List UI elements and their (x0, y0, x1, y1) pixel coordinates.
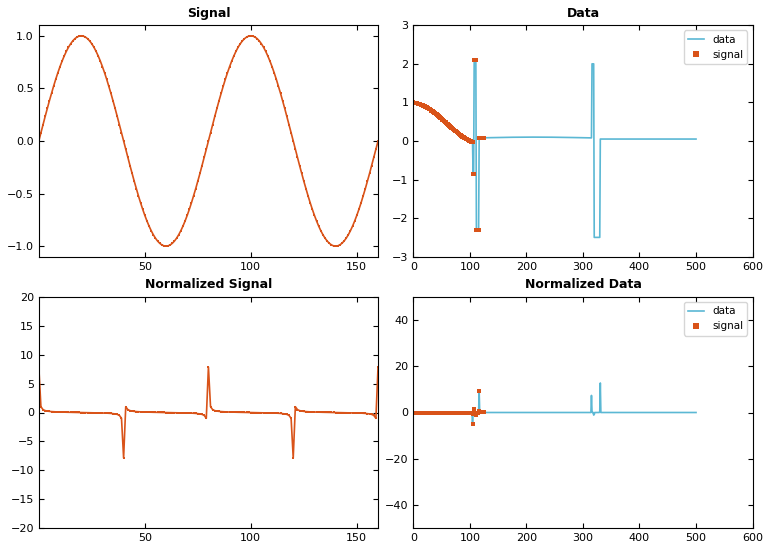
data (449, 126, 458, 133)
data (691, 136, 701, 142)
signal (480, 409, 489, 416)
data (409, 409, 418, 416)
Legend: data, signal: data, signal (684, 30, 748, 64)
Line: data: data (413, 383, 696, 424)
signal (428, 108, 437, 114)
signal (472, 227, 481, 233)
signal (471, 411, 480, 418)
data (470, 57, 479, 63)
signal (409, 409, 418, 416)
data (414, 409, 424, 416)
data (662, 136, 671, 142)
Title: Signal: Signal (186, 7, 230, 20)
signal (432, 111, 441, 118)
signal (435, 409, 444, 416)
data (504, 134, 513, 141)
Title: Normalized Data: Normalized Data (524, 278, 641, 292)
signal (432, 409, 441, 416)
data (691, 409, 701, 416)
Line: signal: signal (412, 389, 486, 426)
data (414, 101, 424, 107)
signal (471, 57, 480, 63)
signal (409, 99, 418, 106)
signal (474, 388, 484, 395)
Line: data: data (413, 60, 696, 238)
Line: signal: signal (412, 58, 486, 232)
data (409, 99, 418, 106)
signal (470, 57, 479, 63)
data (641, 409, 651, 416)
signal (428, 409, 437, 416)
data (504, 409, 513, 416)
data (596, 379, 605, 386)
data (590, 234, 599, 241)
Title: Normalized Signal: Normalized Signal (145, 278, 272, 292)
signal (468, 421, 477, 427)
signal (435, 113, 444, 120)
signal (477, 409, 486, 416)
data (449, 409, 458, 416)
Legend: data, signal: data, signal (684, 302, 748, 336)
signal (467, 409, 477, 416)
data (534, 134, 543, 140)
signal (480, 134, 489, 141)
Title: Data: Data (567, 7, 600, 20)
data (641, 136, 651, 142)
signal (477, 135, 486, 141)
data (468, 421, 477, 427)
data (662, 409, 671, 416)
data (534, 409, 543, 416)
signal (467, 139, 477, 145)
